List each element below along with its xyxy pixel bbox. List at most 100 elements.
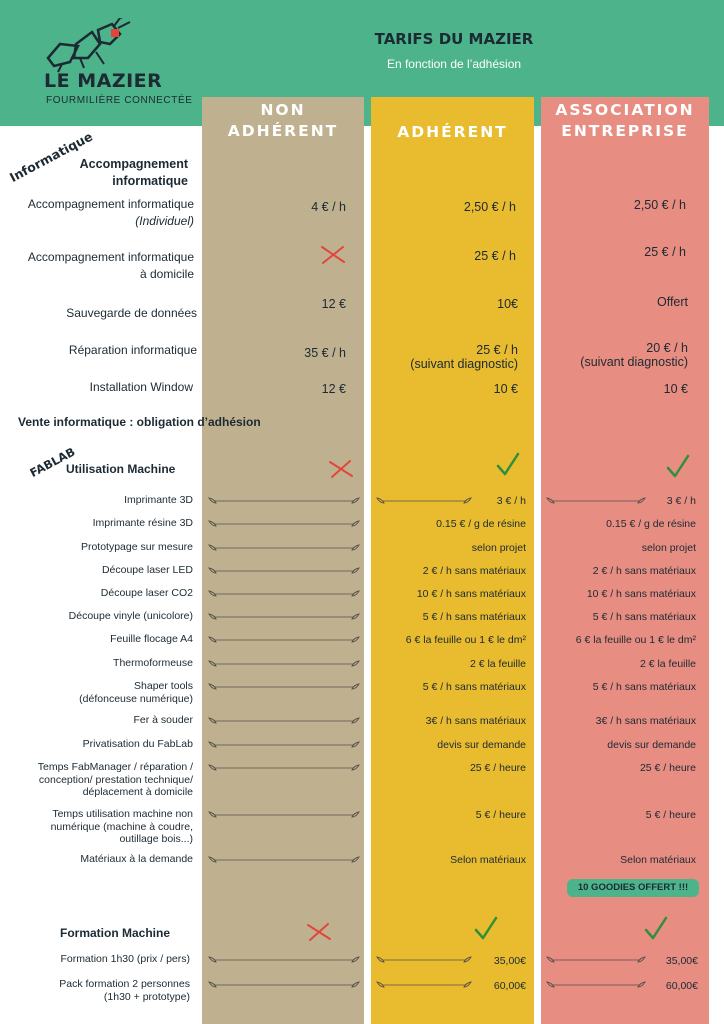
leaf-rule-icon: [546, 495, 646, 507]
leaf-rule-icon: [208, 495, 360, 507]
row-label: Thermoformeuse: [113, 657, 193, 669]
price-adh: 3 € / h: [496, 495, 526, 507]
row-label: Installation Window: [89, 380, 193, 394]
row-label-line: Shaper tools: [134, 680, 193, 692]
row-label: Découpe laser CO2: [100, 587, 193, 599]
row-label-line: outillage bois...): [119, 833, 193, 845]
heading-line: ASSOCIATION: [555, 101, 695, 119]
check-icon: [644, 916, 668, 940]
price-asso: 6 € la feuille ou 1 € le dm²: [575, 634, 696, 646]
leaf-rule-icon: [208, 588, 360, 600]
column-heading-non-adherent: NON ADHÉRENT: [202, 100, 364, 142]
brand-name: LE MAZIER: [44, 70, 163, 92]
leaf-rule-icon: [546, 954, 646, 966]
price-asso: 2,50 € / h: [633, 198, 686, 212]
price-adh: 2 € / h sans matériaux: [422, 565, 526, 577]
row-label-line: conception/ prestation technique/: [38, 773, 193, 786]
price-adh: 5 € / h sans matériaux: [422, 681, 526, 693]
price-asso: 2 € / h sans matériaux: [592, 565, 696, 577]
leaf-rule-icon: [208, 979, 360, 991]
vente-note: Vente informatique : obligation d’adhési…: [18, 415, 261, 429]
check-icon: [474, 916, 498, 940]
price-adh: 60,00€: [493, 980, 526, 992]
label-line: (Individuel): [135, 214, 194, 228]
price-adh: 25 € / heure: [469, 762, 526, 774]
goodies-badge: 10 GOODIES OFFERT !!!: [567, 879, 699, 897]
price-non: 12 €: [321, 297, 346, 311]
row-label-line: déplacement à domicile: [82, 786, 193, 798]
price-adh: 10€: [497, 297, 518, 311]
price-adh: 2,50 € / h: [463, 200, 516, 214]
row-label: Formation 1h30 (prix / pers): [60, 953, 190, 965]
row-label-line: Pack formation 2 personnes: [59, 978, 190, 990]
price-adh: 2 € la feuille: [469, 658, 526, 670]
price-asso: 35,00€: [665, 955, 698, 967]
price-asso: 2 € la feuille: [639, 658, 696, 670]
label-line: Accompagnement informatique: [27, 197, 194, 211]
page-title: TARIFS DU MAZIER: [374, 30, 534, 48]
price-adh: 10 €: [493, 382, 518, 396]
heading-line: NON: [260, 101, 306, 119]
price-asso: 60,00€: [665, 980, 698, 992]
leaf-rule-icon: [208, 954, 360, 966]
leaf-rule-icon: [208, 739, 360, 751]
leaf-rule-icon: [208, 611, 360, 623]
price-asso: Offert: [656, 295, 688, 309]
leaf-rule-icon: [208, 681, 360, 693]
price-adh: 5 € / heure: [475, 809, 526, 821]
price-adh: 6 € la feuille ou 1 € le dm²: [405, 634, 526, 646]
leaf-rule-icon: [208, 762, 360, 774]
price-adh: 10 € / h sans matériaux: [416, 588, 526, 600]
row-label: Matériaux à la demande: [80, 853, 193, 865]
group-heading-machine: Utilisation Machine: [66, 462, 176, 476]
price-asso: selon projet: [641, 542, 696, 554]
price-asso: 20 € / h (suivant diagnostic): [550, 341, 688, 369]
column-association: [541, 97, 709, 1024]
price-line: 25 € / h: [476, 343, 518, 357]
leaf-rule-icon: [208, 634, 360, 646]
group-heading-formation: Formation Machine: [60, 926, 171, 940]
leaf-rule-icon: [208, 565, 360, 577]
check-icon: [496, 452, 520, 476]
row-label-line: numérique (machine à coudre,: [50, 820, 193, 833]
price-asso: devis sur demande: [607, 739, 696, 751]
price-asso: 0.15 € / g de résine: [606, 518, 696, 530]
leaf-rule-icon: [208, 658, 360, 670]
price-adh: 5 € / h sans matériaux: [422, 611, 526, 623]
column-adherent: [371, 97, 534, 1024]
row-label: Privatisation du FabLab: [82, 738, 193, 750]
price-asso: Selon matériaux: [620, 854, 696, 866]
row-label: Fer à souder: [133, 714, 193, 726]
leaf-rule-icon: [208, 809, 360, 821]
leaf-rule-icon: [208, 518, 360, 530]
price-non: 35 € / h: [304, 346, 346, 360]
group-heading-line: informatique: [112, 174, 188, 188]
leaf-rule-icon: [208, 542, 360, 554]
price-asso: 10 €: [663, 382, 688, 396]
ant-logo-icon: [46, 18, 131, 73]
price-adh: 35,00€: [493, 955, 526, 967]
group-heading-accompagnement: Accompagnement informatique: [60, 156, 188, 190]
cross-icon: [321, 246, 345, 264]
price-non: 12 €: [321, 382, 346, 396]
price-asso: 25 € / h: [644, 245, 686, 259]
brand-tagline: FOURMILIÈRE CONNECTÉE: [46, 95, 193, 106]
heading-line: ADHÉRENT: [227, 122, 339, 140]
label-line: à domicile: [139, 267, 194, 281]
price-asso: 3€ / h sans matériaux: [595, 715, 696, 727]
price-line: 20 € / h: [646, 341, 688, 355]
heading-line: ENTREPRISE: [561, 122, 689, 140]
row-label: Imprimante 3D: [124, 494, 193, 506]
row-label: Réparation informatique: [68, 343, 197, 357]
price-non: 4 € / h: [311, 200, 346, 214]
leaf-rule-icon: [376, 954, 472, 966]
price-asso: 3 € / h: [666, 495, 696, 507]
price-adh: 3€ / h sans matériaux: [425, 715, 526, 727]
row-label: Prototypage sur mesure: [80, 541, 193, 553]
row-label: Découpe laser LED: [101, 564, 193, 576]
leaf-rule-icon: [208, 715, 360, 727]
column-heading-association: ASSOCIATION ENTREPRISE: [541, 100, 709, 142]
price-adh: devis sur demande: [437, 739, 526, 751]
leaf-rule-icon: [546, 979, 646, 991]
price-asso: 5 € / h sans matériaux: [592, 611, 696, 623]
